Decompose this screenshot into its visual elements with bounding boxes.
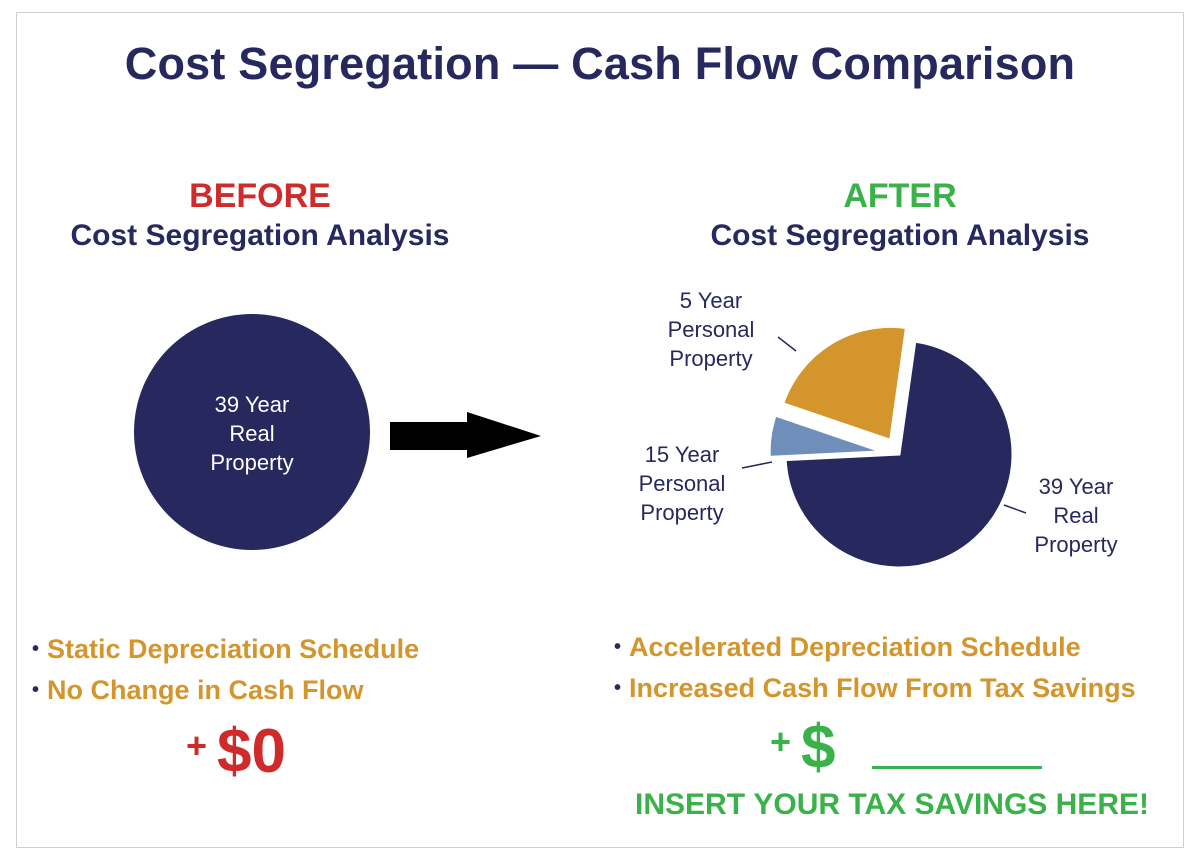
leader-line-39-year-real-property xyxy=(1003,504,1027,514)
pie-label-39-year-real-property: 39 Year Real Property xyxy=(1034,474,1117,557)
page-title: Cost Segregation — Cash Flow Comparison xyxy=(124,38,1076,89)
after-tag: AFTER xyxy=(843,177,957,215)
after-pie-chart: 39 Year Real Property 15 Year Personal Proper… xyxy=(639,288,1118,570)
before-bullet-list: • Static Depreciation Schedule • No Change… xyxy=(32,630,419,712)
before-tag: BEFORE xyxy=(189,177,331,215)
pie-label-15-year-personal-property: 15 Year Personal Property xyxy=(639,442,726,525)
insert-savings-callout: INSERT YOUR TAX SAVINGS HERE! xyxy=(635,788,1149,821)
savings-blank-line xyxy=(872,766,1042,769)
before-amount: $0 xyxy=(217,717,286,786)
bullet-icon: • xyxy=(32,679,40,701)
bullet-icon: • xyxy=(32,638,40,660)
pie-label-39-year-real-property: 39 Year Real Property xyxy=(210,392,293,475)
bullet-icon: • xyxy=(614,636,622,658)
after-header: AFTER Cost Segregation Analysis xyxy=(680,176,1120,256)
list-item: • Accelerated Depreciation Schedule xyxy=(614,632,1081,662)
arrow-right-icon xyxy=(390,412,541,458)
pie-slice-15-year-personal-property xyxy=(767,413,884,459)
before-header: BEFORE Cost Segregation Analysis xyxy=(40,176,480,256)
pie-label-5-year-personal-property: 5 Year Personal Property xyxy=(668,288,755,371)
after-amount: $ xyxy=(801,713,836,782)
list-item: • Static Depreciation Schedule xyxy=(32,634,420,664)
list-item: • No Change in Cash Flow xyxy=(32,675,364,705)
after-savings: + $ xyxy=(770,712,836,783)
leader-line-15-year-personal-property xyxy=(741,461,773,469)
after-subtitle: Cost Segregation Analysis xyxy=(710,219,1090,252)
before-pie-chart: 39 Year Real Property xyxy=(134,314,370,550)
leader-line-5-year-personal-property xyxy=(777,336,797,352)
plus-sign: + xyxy=(186,725,208,766)
before-savings: + $0 xyxy=(186,716,286,787)
after-bullet-list: • Accelerated Depreciation Schedule • Incr… xyxy=(614,628,1136,710)
plus-sign: + xyxy=(770,721,792,762)
before-subtitle: Cost Segregation Analysis xyxy=(70,219,450,252)
pie-slice-5-year-personal-property xyxy=(780,324,909,443)
bullet-icon: • xyxy=(614,677,622,699)
pie-slice-39-year-real-property xyxy=(134,314,370,550)
pie-slice-39-year-real-property xyxy=(783,339,1015,570)
list-item: • Increased Cash Flow From Tax Savings xyxy=(614,673,1136,703)
